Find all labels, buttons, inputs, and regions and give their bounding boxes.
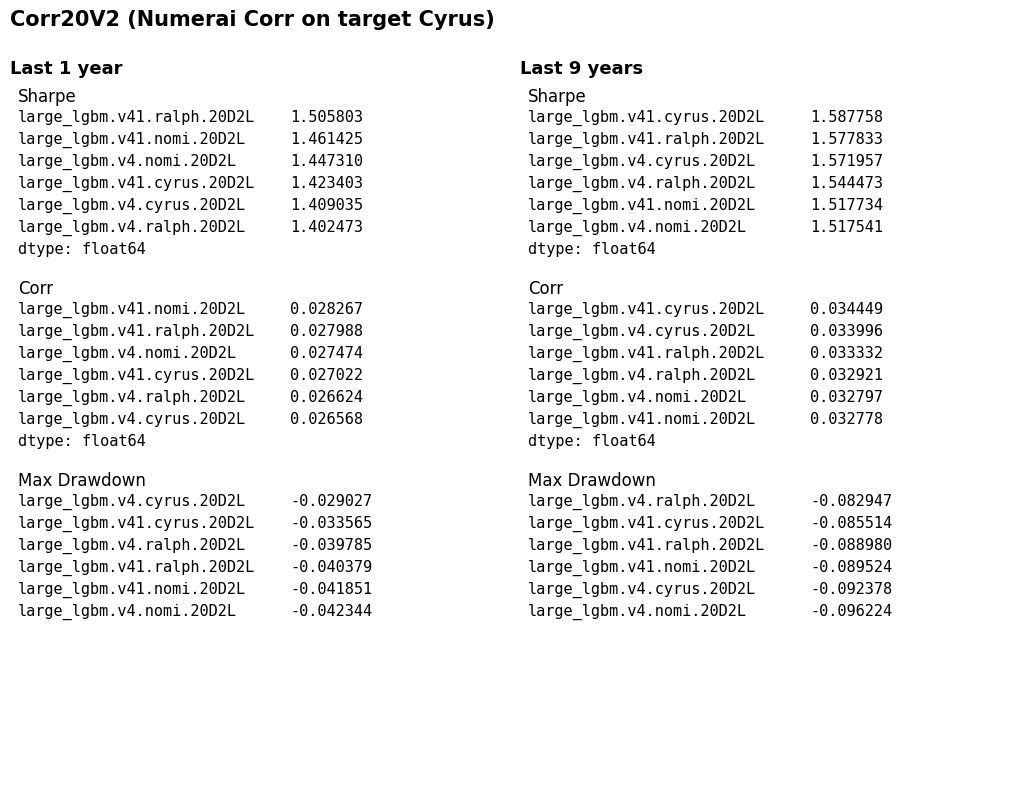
- Text: 1.571957: 1.571957: [810, 154, 883, 169]
- Text: large_lgbm.v4.ralph.20D2L: large_lgbm.v4.ralph.20D2L: [18, 220, 246, 236]
- Text: 1.461425: 1.461425: [290, 132, 362, 147]
- Text: large_lgbm.v4.cyrus.20D2L: large_lgbm.v4.cyrus.20D2L: [528, 154, 756, 170]
- Text: large_lgbm.v4.nomi.20D2L: large_lgbm.v4.nomi.20D2L: [528, 220, 746, 236]
- Text: large_lgbm.v41.cyrus.20D2L: large_lgbm.v41.cyrus.20D2L: [528, 302, 765, 318]
- Text: large_lgbm.v41.ralph.20D2L: large_lgbm.v41.ralph.20D2L: [528, 345, 765, 362]
- Text: -0.033565: -0.033565: [290, 516, 372, 530]
- Text: large_lgbm.v4.ralph.20D2L: large_lgbm.v4.ralph.20D2L: [18, 537, 246, 553]
- Text: -0.042344: -0.042344: [290, 603, 372, 618]
- Text: -0.041851: -0.041851: [290, 581, 372, 597]
- Text: large_lgbm.v4.ralph.20D2L: large_lgbm.v4.ralph.20D2L: [528, 368, 756, 384]
- Text: 1.423403: 1.423403: [290, 176, 362, 191]
- Text: dtype: float64: dtype: float64: [528, 434, 655, 448]
- Text: Last 9 years: Last 9 years: [520, 60, 643, 78]
- Text: Corr20V2 (Numerai Corr on target Cyrus): Corr20V2 (Numerai Corr on target Cyrus): [10, 10, 495, 30]
- Text: 1.505803: 1.505803: [290, 110, 362, 124]
- Text: 0.027022: 0.027022: [290, 368, 362, 382]
- Text: large_lgbm.v4.cyrus.20D2L: large_lgbm.v4.cyrus.20D2L: [18, 493, 246, 510]
- Text: -0.029027: -0.029027: [290, 493, 372, 508]
- Text: 0.026568: 0.026568: [290, 411, 362, 426]
- Text: 0.027988: 0.027988: [290, 324, 362, 339]
- Text: 0.033332: 0.033332: [810, 345, 883, 361]
- Text: large_lgbm.v41.ralph.20D2L: large_lgbm.v41.ralph.20D2L: [18, 560, 255, 576]
- Text: Sharpe: Sharpe: [18, 88, 77, 106]
- Text: 1.544473: 1.544473: [810, 176, 883, 191]
- Text: large_lgbm.v41.ralph.20D2L: large_lgbm.v41.ralph.20D2L: [528, 537, 765, 553]
- Text: -0.039785: -0.039785: [290, 537, 372, 552]
- Text: large_lgbm.v4.nomi.20D2L: large_lgbm.v4.nomi.20D2L: [18, 345, 237, 362]
- Text: large_lgbm.v41.nomi.20D2L: large_lgbm.v41.nomi.20D2L: [528, 198, 756, 214]
- Text: large_lgbm.v4.ralph.20D2L: large_lgbm.v4.ralph.20D2L: [528, 493, 756, 510]
- Text: 0.032778: 0.032778: [810, 411, 883, 426]
- Text: large_lgbm.v41.ralph.20D2L: large_lgbm.v41.ralph.20D2L: [528, 132, 765, 148]
- Text: -0.096224: -0.096224: [810, 603, 892, 618]
- Text: large_lgbm.v41.nomi.20D2L: large_lgbm.v41.nomi.20D2L: [528, 411, 756, 428]
- Text: large_lgbm.v4.cyrus.20D2L: large_lgbm.v4.cyrus.20D2L: [18, 198, 246, 214]
- Text: large_lgbm.v4.ralph.20D2L: large_lgbm.v4.ralph.20D2L: [528, 176, 756, 192]
- Text: 0.026624: 0.026624: [290, 389, 362, 405]
- Text: large_lgbm.v41.cyrus.20D2L: large_lgbm.v41.cyrus.20D2L: [528, 516, 765, 532]
- Text: large_lgbm.v41.nomi.20D2L: large_lgbm.v41.nomi.20D2L: [18, 302, 246, 318]
- Text: 1.517734: 1.517734: [810, 198, 883, 213]
- Text: Last 1 year: Last 1 year: [10, 60, 123, 78]
- Text: large_lgbm.v4.nomi.20D2L: large_lgbm.v4.nomi.20D2L: [528, 603, 746, 619]
- Text: -0.082947: -0.082947: [810, 493, 892, 508]
- Text: 1.402473: 1.402473: [290, 220, 362, 234]
- Text: large_lgbm.v4.cyrus.20D2L: large_lgbm.v4.cyrus.20D2L: [528, 581, 756, 597]
- Text: large_lgbm.v4.cyrus.20D2L: large_lgbm.v4.cyrus.20D2L: [528, 324, 756, 340]
- Text: -0.092378: -0.092378: [810, 581, 892, 597]
- Text: large_lgbm.v4.ralph.20D2L: large_lgbm.v4.ralph.20D2L: [18, 389, 246, 406]
- Text: 1.587758: 1.587758: [810, 110, 883, 124]
- Text: Corr: Corr: [528, 279, 563, 298]
- Text: 1.409035: 1.409035: [290, 198, 362, 213]
- Text: large_lgbm.v41.nomi.20D2L: large_lgbm.v41.nomi.20D2L: [18, 581, 246, 597]
- Text: large_lgbm.v41.cyrus.20D2L: large_lgbm.v41.cyrus.20D2L: [18, 368, 255, 384]
- Text: large_lgbm.v41.ralph.20D2L: large_lgbm.v41.ralph.20D2L: [18, 324, 255, 340]
- Text: 0.027474: 0.027474: [290, 345, 362, 361]
- Text: 0.033996: 0.033996: [810, 324, 883, 339]
- Text: Max Drawdown: Max Drawdown: [528, 471, 656, 489]
- Text: 0.032921: 0.032921: [810, 368, 883, 382]
- Text: large_lgbm.v4.cyrus.20D2L: large_lgbm.v4.cyrus.20D2L: [18, 411, 246, 428]
- Text: large_lgbm.v4.nomi.20D2L: large_lgbm.v4.nomi.20D2L: [18, 154, 237, 170]
- Text: Corr: Corr: [18, 279, 53, 298]
- Text: 0.028267: 0.028267: [290, 302, 362, 316]
- Text: dtype: float64: dtype: float64: [528, 242, 655, 257]
- Text: large_lgbm.v41.nomi.20D2L: large_lgbm.v41.nomi.20D2L: [528, 560, 756, 576]
- Text: 0.034449: 0.034449: [810, 302, 883, 316]
- Text: large_lgbm.v41.cyrus.20D2L: large_lgbm.v41.cyrus.20D2L: [18, 516, 255, 532]
- Text: large_lgbm.v41.ralph.20D2L: large_lgbm.v41.ralph.20D2L: [18, 110, 255, 126]
- Text: -0.089524: -0.089524: [810, 560, 892, 574]
- Text: -0.040379: -0.040379: [290, 560, 372, 574]
- Text: large_lgbm.v41.nomi.20D2L: large_lgbm.v41.nomi.20D2L: [18, 132, 246, 148]
- Text: large_lgbm.v4.nomi.20D2L: large_lgbm.v4.nomi.20D2L: [528, 389, 746, 406]
- Text: -0.088980: -0.088980: [810, 537, 892, 552]
- Text: large_lgbm.v4.nomi.20D2L: large_lgbm.v4.nomi.20D2L: [18, 603, 237, 619]
- Text: large_lgbm.v41.cyrus.20D2L: large_lgbm.v41.cyrus.20D2L: [18, 176, 255, 192]
- Text: 1.447310: 1.447310: [290, 154, 362, 169]
- Text: 1.517541: 1.517541: [810, 220, 883, 234]
- Text: -0.085514: -0.085514: [810, 516, 892, 530]
- Text: 0.032797: 0.032797: [810, 389, 883, 405]
- Text: 1.577833: 1.577833: [810, 132, 883, 147]
- Text: large_lgbm.v41.cyrus.20D2L: large_lgbm.v41.cyrus.20D2L: [528, 110, 765, 126]
- Text: dtype: float64: dtype: float64: [18, 242, 145, 257]
- Text: Max Drawdown: Max Drawdown: [18, 471, 145, 489]
- Text: dtype: float64: dtype: float64: [18, 434, 145, 448]
- Text: Sharpe: Sharpe: [528, 88, 587, 106]
